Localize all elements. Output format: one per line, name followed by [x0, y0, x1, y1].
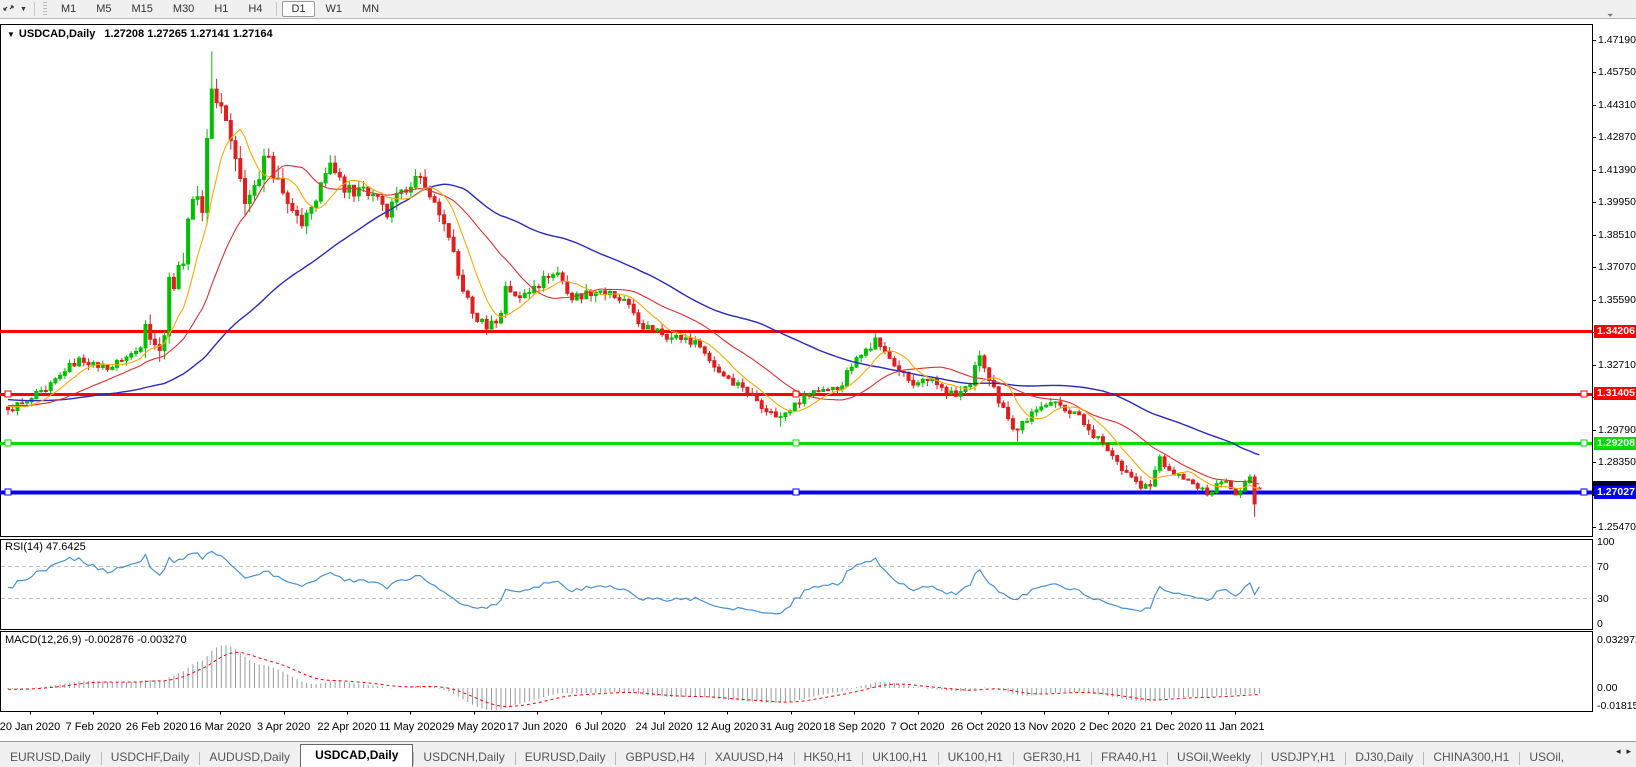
timeframe-button-m5[interactable]: M5	[96, 3, 112, 15]
chart-tab-audusd-daily[interactable]: AUDUSD,Daily	[199, 747, 300, 767]
chart-tab-eurusd-daily[interactable]: EURUSD,Daily	[514, 747, 616, 767]
chart-tab-usdcad-daily[interactable]: USDCAD,Daily	[300, 744, 414, 767]
chart-tab-usoil-weekly[interactable]: USOil,Weekly	[1167, 747, 1261, 767]
chart-tab-ger30-h1[interactable]: GER30,H1	[1012, 747, 1091, 767]
chart-tab-fra40-h1[interactable]: FRA40,H1	[1090, 747, 1167, 767]
chart-tab-xauusd-h4[interactable]: XAUUSD,H4	[704, 747, 794, 767]
chart-tab-eurusd-daily[interactable]: EURUSD,Daily	[10, 750, 91, 764]
pan-arrows-icon[interactable]	[3, 3, 14, 16]
toolbar-grip[interactable]	[42, 2, 47, 16]
chart-tab-usdchf-daily[interactable]: USDCHF,Daily	[100, 747, 200, 767]
chart-tab-hk50-h1[interactable]: HK50,H1	[793, 747, 863, 767]
toolbar-separator	[33, 2, 35, 16]
timeframe-button-h1[interactable]: H1	[214, 3, 229, 15]
timeframe-button-m15[interactable]: M15	[131, 3, 153, 15]
tab-scroll-buttons: ◂ ▸	[1608, 746, 1634, 757]
chevron-down-icon[interactable]: ▼	[20, 5, 27, 13]
chart-tab-usdcnh-daily[interactable]: USDCNH,Daily	[413, 747, 514, 767]
timeframe-button-d1[interactable]: D1	[282, 1, 315, 17]
chart-shift-marker: ⏷	[1607, 11, 1614, 20]
chart-tab-usdjpy-h1[interactable]: USDJPY,H1	[1260, 747, 1345, 767]
tab-scroll-right-icon[interactable]: ▸	[1626, 746, 1631, 756]
chart-tab-uk100-h1[interactable]: UK100,H1	[862, 747, 937, 767]
chart-tab-bar: EURUSD,Daily USDCHF,Daily AUDUSD,Daily USDC…	[0, 741, 1636, 767]
chart-tab-dj30-daily[interactable]: DJ30,Daily	[1345, 747, 1423, 767]
chart-tab-usoil-[interactable]: USOil,	[1519, 747, 1574, 767]
chart-window	[0, 19, 1636, 741]
toolbar-separator	[276, 2, 278, 16]
timeframe-button-h4[interactable]: H4	[248, 3, 263, 15]
timeframe-button-w1[interactable]: W1	[325, 3, 343, 15]
chart-tab-china300-h1[interactable]: CHINA300,H1	[1423, 747, 1519, 767]
timeframe-toolbar: ▼ M1 M5 M15 M30 H1 H4 D1 W1 MN ⏷	[0, 0, 1636, 20]
chart-tab-gbpusd-h4[interactable]: GBPUSD,H4	[615, 747, 704, 767]
chart-tab-uk100-h1[interactable]: UK100,H1	[937, 747, 1013, 767]
timeframe-button-m1[interactable]: M1	[60, 3, 77, 15]
tab-scroll-left-icon[interactable]: ◂	[1615, 746, 1621, 756]
timeframe-button-mn[interactable]: MN	[362, 3, 380, 15]
timeframe-button-m30[interactable]: M30	[172, 3, 195, 15]
